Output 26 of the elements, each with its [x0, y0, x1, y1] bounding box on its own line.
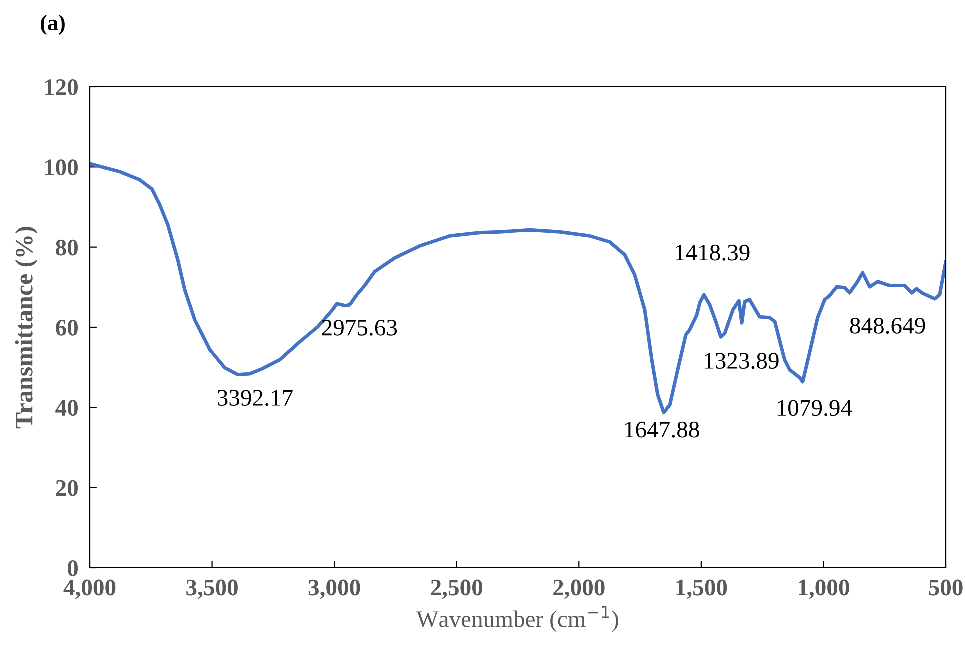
x-tick-label: 4,000	[64, 580, 116, 600]
y-tick-label: 60	[56, 320, 78, 336]
x-tick-label: 3,500	[186, 580, 238, 600]
x-tick-label: 500	[929, 580, 963, 596]
x-axis-title: Wavenumber (cm$^{−1}$)	[416, 606, 618, 632]
annotation: 848.649	[850, 318, 926, 334]
x-tick-label: 2,500	[431, 580, 483, 600]
annotation: 1079.94	[778, 400, 852, 416]
chart-title: (a)	[40, 14, 65, 36]
y-tick-label: 120	[45, 79, 78, 96]
y-tick-label: 40	[56, 400, 78, 416]
annotation: 3392.17	[218, 390, 293, 406]
annotation: 1323.89	[705, 353, 779, 370]
x-tick-label: 1,500	[676, 580, 728, 600]
annotation: 1418.39	[676, 244, 750, 261]
annotation: 1647.88	[626, 422, 700, 438]
y-tick-label: 20	[56, 480, 78, 496]
y-tick-label: 0	[68, 560, 78, 576]
y-tick-label: 80	[56, 240, 78, 256]
x-tick-label: 3,000	[308, 580, 360, 600]
x-tick-label: 2,000	[554, 580, 605, 600]
y-tick-label: 100	[45, 160, 78, 176]
y-axis-title: Transmittance (%)	[15, 227, 38, 429]
annotation: 2975.63	[322, 320, 398, 336]
line-series	[90, 162, 946, 415]
x-tick-label: 1,000	[799, 580, 850, 600]
